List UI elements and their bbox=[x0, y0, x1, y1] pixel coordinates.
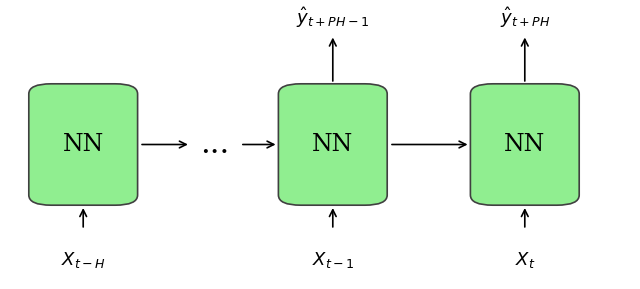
Text: $X_{t}$: $X_{t}$ bbox=[515, 250, 535, 270]
Text: $\hat{y}_{t+PH}$: $\hat{y}_{t+PH}$ bbox=[500, 5, 550, 30]
Text: $\hat{y}_{t+PH-1}$: $\hat{y}_{t+PH-1}$ bbox=[296, 5, 369, 30]
Text: NN: NN bbox=[504, 133, 545, 156]
Text: NN: NN bbox=[63, 133, 104, 156]
Text: $X_{t-1}$: $X_{t-1}$ bbox=[312, 250, 354, 270]
FancyBboxPatch shape bbox=[470, 84, 579, 205]
FancyBboxPatch shape bbox=[278, 84, 387, 205]
Text: ...: ... bbox=[200, 129, 229, 160]
Text: NN: NN bbox=[312, 133, 353, 156]
FancyBboxPatch shape bbox=[29, 84, 138, 205]
Text: $X_{t-H}$: $X_{t-H}$ bbox=[61, 250, 106, 270]
